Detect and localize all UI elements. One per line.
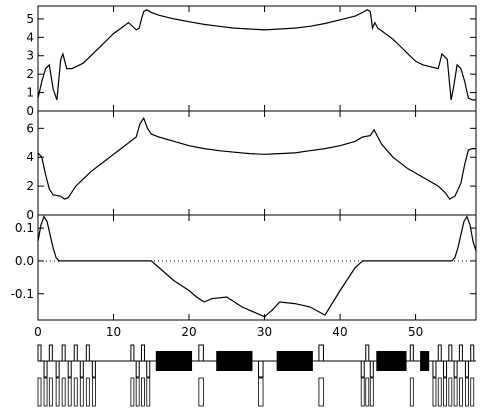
x-tick-label: 20 bbox=[181, 325, 196, 339]
quadrupole-magnet bbox=[464, 360, 469, 378]
series-line-bottom bbox=[37, 215, 477, 318]
panel-frame bbox=[37, 214, 477, 321]
quadrupole-magnet bbox=[130, 344, 135, 362]
lattice-layout bbox=[37, 344, 476, 407]
element-label-box bbox=[448, 377, 453, 407]
quadrupole-magnet bbox=[409, 344, 414, 362]
element-label-box bbox=[79, 377, 84, 407]
series-line-middle bbox=[37, 116, 476, 200]
element-label-box bbox=[453, 377, 458, 407]
quadrupole-magnet bbox=[79, 360, 84, 378]
quadrupole-magnet bbox=[470, 344, 475, 362]
series-line-top bbox=[37, 9, 476, 101]
x-tick-label: 30 bbox=[257, 325, 272, 339]
element-label-box bbox=[360, 377, 365, 407]
element-label-box bbox=[73, 377, 78, 407]
element-label-box bbox=[318, 377, 324, 407]
element-label-box bbox=[465, 377, 469, 407]
x-tick-label: 0 bbox=[34, 325, 42, 339]
element-label-box bbox=[135, 377, 140, 407]
element-label-box bbox=[198, 377, 204, 407]
element-label-box bbox=[470, 377, 475, 407]
y-tick-label: 0 bbox=[26, 208, 34, 222]
x-tick-label: 50 bbox=[408, 325, 423, 339]
quadrupole-magnet bbox=[43, 360, 48, 378]
quadrupole-magnet bbox=[432, 360, 437, 378]
element-label-box bbox=[55, 377, 60, 407]
quadrupole-magnet bbox=[146, 360, 151, 378]
y-tick-label: 4 bbox=[26, 150, 34, 164]
quadrupole-magnet bbox=[360, 360, 365, 378]
y-tick-label: 1 bbox=[26, 86, 34, 100]
quadrupole-magnet bbox=[318, 344, 324, 362]
dipole-magnet bbox=[155, 351, 193, 371]
quadrupole-magnet bbox=[365, 344, 370, 362]
y-tick-label: -0.1 bbox=[11, 287, 34, 301]
y-tick-label: 2 bbox=[26, 179, 34, 193]
element-label-box bbox=[43, 377, 48, 407]
quadrupole-magnet bbox=[258, 360, 264, 378]
quadrupole-magnet bbox=[448, 344, 453, 362]
element-label-box bbox=[91, 377, 96, 407]
quadrupole-magnet bbox=[135, 360, 140, 378]
y-tick-label: 2 bbox=[26, 67, 34, 81]
element-label-box bbox=[141, 377, 145, 407]
element-label-box bbox=[443, 377, 447, 407]
y-tick-label: 3 bbox=[26, 49, 34, 63]
y-tick-label: 0.1 bbox=[15, 221, 34, 235]
quadrupole-magnet bbox=[61, 344, 66, 362]
element-label-box bbox=[67, 377, 72, 407]
dipole-magnet bbox=[420, 351, 430, 371]
panel-frame bbox=[37, 5, 477, 112]
element-label-box bbox=[130, 377, 135, 407]
quadrupole-magnet bbox=[48, 344, 53, 362]
y-tick-label: 4 bbox=[26, 30, 34, 44]
quadrupole-magnet bbox=[369, 360, 374, 378]
element-label-box bbox=[48, 377, 53, 407]
y-tick-label: 5 bbox=[26, 12, 34, 26]
quadrupole-magnet bbox=[198, 344, 204, 362]
dipole-magnet bbox=[216, 351, 253, 371]
quadrupole-magnet bbox=[453, 360, 458, 378]
panel-frame bbox=[37, 110, 477, 216]
element-label-box bbox=[369, 377, 374, 407]
element-label-box bbox=[37, 377, 42, 407]
panel-bottom: -0.1 0.0 0.1 bbox=[11, 214, 477, 321]
quadrupole-magnet bbox=[37, 344, 42, 362]
panel-top: 0 1 2 3 4 5 bbox=[26, 5, 477, 118]
x-axis: 0 10 20 30 40 50 bbox=[34, 325, 423, 339]
element-label-box bbox=[85, 377, 90, 407]
quadrupole-magnet bbox=[443, 360, 448, 378]
quadrupole-magnet bbox=[55, 360, 60, 378]
dipole-magnet bbox=[276, 351, 313, 371]
quadrupole-magnet bbox=[437, 344, 442, 362]
element-label-box bbox=[146, 377, 151, 407]
x-tick-label: 10 bbox=[106, 325, 121, 339]
plot-panels: 0 1 2 3 4 5 0 2 4 6 -0.1 0.0 0.1 bbox=[11, 5, 477, 321]
quadrupole-magnet bbox=[85, 344, 90, 362]
dipole-magnet bbox=[376, 351, 407, 371]
element-label-box bbox=[409, 377, 414, 407]
quadrupole-magnet bbox=[458, 344, 463, 362]
element-label-box bbox=[61, 377, 66, 407]
element-label-box bbox=[458, 377, 463, 407]
element-label-box bbox=[258, 377, 264, 407]
element-label-box bbox=[437, 377, 442, 407]
y-tick-label: 6 bbox=[26, 121, 34, 135]
element-label-box bbox=[432, 377, 437, 407]
quadrupole-magnet bbox=[67, 360, 72, 378]
element-label-box bbox=[365, 377, 370, 407]
panel-middle: 0 2 4 6 bbox=[26, 110, 477, 222]
y-tick-label: 0 bbox=[26, 104, 34, 118]
y-tick-label: 0.0 bbox=[15, 254, 34, 268]
quadrupole-magnet bbox=[91, 360, 96, 378]
x-tick-label: 40 bbox=[332, 325, 347, 339]
quadrupole-magnet bbox=[140, 344, 145, 362]
quadrupole-magnet bbox=[73, 344, 78, 362]
